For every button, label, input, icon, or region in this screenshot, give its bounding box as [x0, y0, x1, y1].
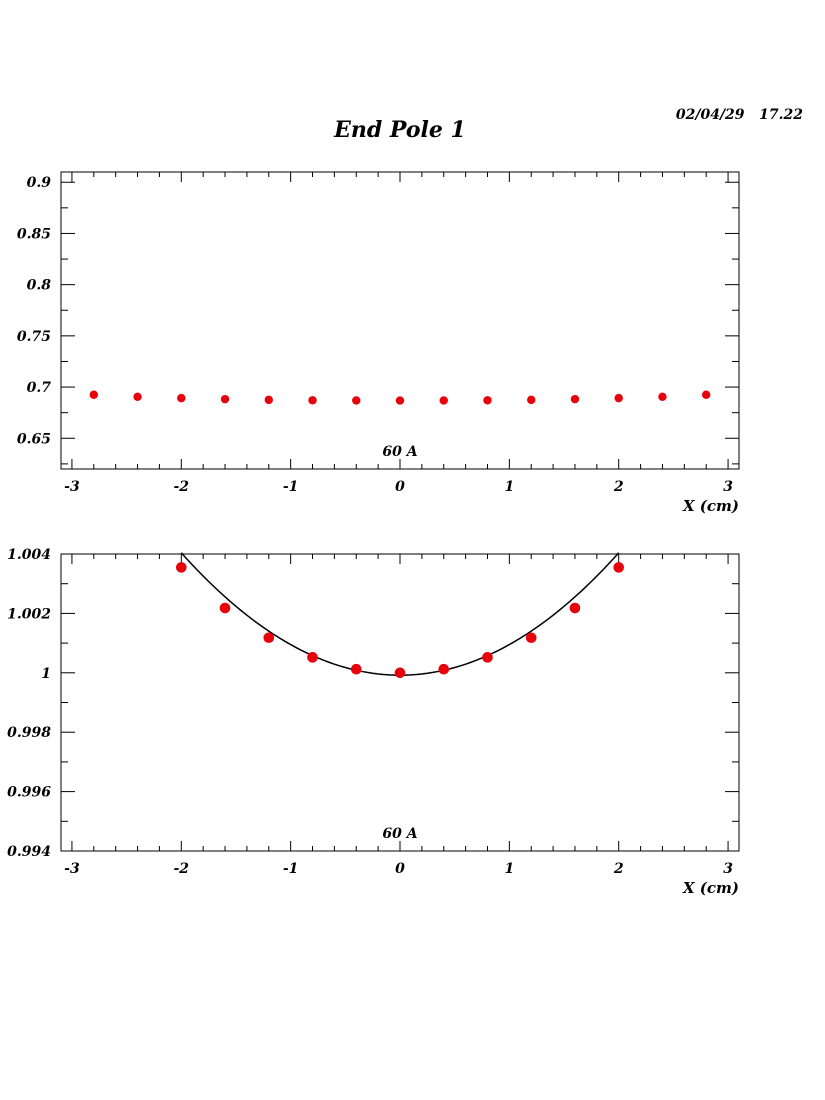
x-tick-label: -1 [283, 861, 299, 877]
figure-title: End Pole 1 [333, 117, 466, 143]
data-point [264, 395, 273, 405]
data-point [614, 393, 623, 403]
y-tick-label: 0.998 [7, 725, 51, 741]
data-point [89, 390, 99, 399]
data-point [482, 652, 493, 663]
current-annotation: 60 A [382, 444, 417, 460]
x-tick-label: 3 [723, 479, 733, 495]
data-point [525, 632, 537, 644]
y-tick-label: 0.996 [7, 785, 51, 801]
plot-frame [60, 171, 740, 470]
timestamp: 02/04/29 17.22 [676, 107, 803, 123]
data-point [439, 396, 448, 405]
x-tick-label: 3 [723, 861, 733, 877]
x-tick-label: 1 [504, 861, 514, 877]
x-tick-label: 0 [395, 861, 405, 877]
x-tick-label: -2 [174, 479, 190, 495]
data-point [307, 652, 318, 663]
data-point [219, 602, 231, 614]
y-tick-label: 1.004 [7, 547, 51, 563]
x-tick-label: 1 [504, 479, 514, 495]
x-tick-label: 0 [395, 479, 405, 495]
data-point [570, 394, 580, 404]
data-point [177, 393, 186, 403]
y-tick-label: 0.9 [27, 175, 52, 191]
data-point [395, 396, 405, 405]
data-point [308, 396, 317, 405]
data-point [220, 394, 230, 404]
x-axis-label: X (cm) [682, 879, 739, 897]
bottom-plot: -3 -2 -1 0 1 2 3 0.994 0.996 0.998 1 1.002 1.004 X (c… [7, 547, 740, 897]
y-tick-label: 1.002 [7, 606, 51, 622]
fit-curve [180, 552, 620, 676]
y-tick-label: 0.65 [17, 431, 51, 447]
x-tick-label: 2 [613, 479, 624, 495]
data-point [263, 632, 275, 644]
y-tick-label: 0.7 [27, 380, 52, 396]
y-tick-label: 0.85 [17, 226, 51, 242]
y-tick-label: 0.994 [7, 844, 51, 860]
data-point [352, 396, 361, 405]
y-tick-label: 0.8 [27, 278, 52, 294]
x-tick-label: 2 [613, 861, 624, 877]
data-point [569, 602, 581, 614]
x-tick-label: -3 [64, 861, 80, 877]
data-point [133, 392, 142, 401]
data-point [438, 663, 450, 675]
data-point [658, 392, 667, 401]
x-tick-label: -3 [64, 479, 80, 495]
data-point [613, 562, 625, 573]
data-point [701, 390, 711, 399]
data-point [394, 667, 406, 679]
x-tick-label: -2 [174, 861, 190, 877]
x-tick-label: -1 [283, 479, 299, 495]
data-point [527, 395, 536, 405]
x-axis-label: X (cm) [682, 497, 739, 515]
y-tick-label: 1 [41, 666, 51, 682]
data-point [175, 562, 187, 573]
current-annotation: 60 A [382, 826, 417, 842]
top-plot: -3 -2 -1 0 1 2 3 0.65 0.7 0.75 0.8 0.85 0.9 X (cm) 60 … [17, 171, 740, 515]
y-tick-label: 0.75 [17, 329, 51, 345]
plot-frame [60, 553, 740, 852]
data-point [483, 396, 492, 405]
data-point [350, 663, 362, 675]
